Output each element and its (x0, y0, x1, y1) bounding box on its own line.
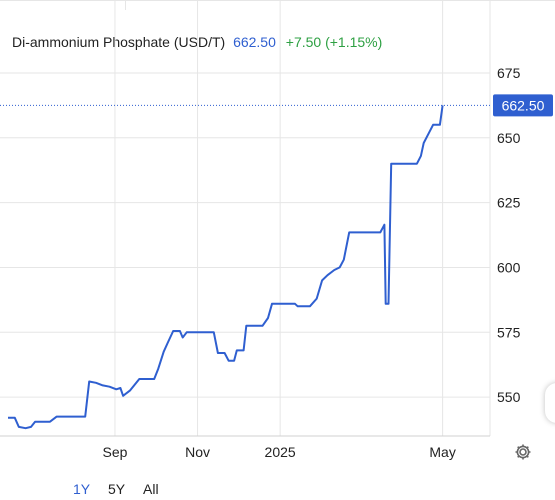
current-price: 662.50 (233, 34, 276, 50)
x-tick-label: Nov (185, 444, 210, 460)
range-selector: 1Y 5Y All (66, 479, 166, 499)
series-layer (0, 104, 492, 430)
y-tick-label: 625 (497, 195, 521, 211)
y-tick-label: 600 (497, 259, 521, 275)
price-change: +7.50 (+1.15%) (285, 34, 383, 50)
last-price-tag-label: 662.50 (502, 97, 545, 113)
label-layer: 662.50 (493, 94, 553, 117)
gear-icon[interactable] (513, 442, 533, 462)
y-tick-label: 675 (497, 65, 521, 81)
scroll-handle[interactable] (545, 383, 555, 423)
range-5y-button[interactable]: 5Y (108, 481, 126, 497)
y-tick-label: 650 (497, 130, 521, 146)
price-series-line (8, 105, 444, 430)
series-name: Di-ammonium Phosphate (USD/T) (12, 34, 226, 50)
top-divider (0, 0, 555, 1)
axis-layer: 550 575 600 625 650 675 Sep Nov 2025 May (102, 65, 520, 460)
range-all-button[interactable]: All (143, 481, 159, 497)
x-tick-label: Sep (102, 444, 127, 460)
y-tick-label: 550 (497, 389, 521, 405)
x-tick-label: May (429, 444, 455, 460)
x-tick-label: 2025 (265, 444, 296, 460)
grid-layer (0, 0, 491, 437)
last-price-tag (493, 94, 553, 117)
chart-legend: Di-ammonium Phosphate (USD/T) 662.50 +7.… (12, 34, 382, 50)
top-divider-tick (125, 0, 126, 10)
range-1y-button[interactable]: 1Y (73, 481, 91, 497)
y-tick-label: 575 (497, 324, 521, 340)
